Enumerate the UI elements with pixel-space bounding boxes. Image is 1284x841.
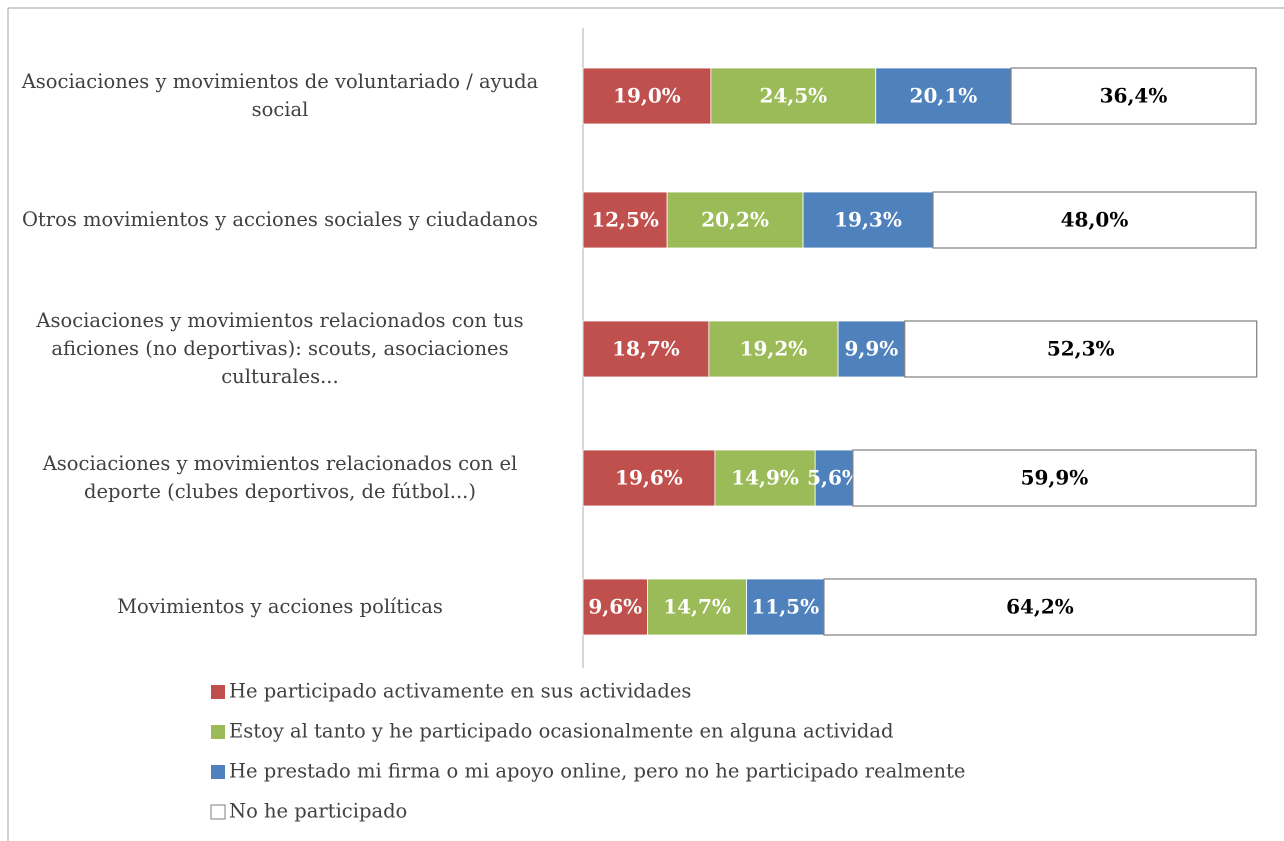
data-label: 19,6% (615, 466, 683, 490)
category-label: Otros movimientos y acciones sociales y … (21, 208, 539, 231)
data-label: 36,4% (1100, 84, 1168, 108)
bar-segment (852, 449, 1257, 507)
legend-label: No he participado (229, 800, 407, 823)
bar-segment (904, 320, 1258, 378)
category-label: Asociaciones y movimientos relacionados … (36, 309, 524, 388)
data-label: 14,9% (731, 466, 799, 490)
bar-segment (666, 191, 804, 249)
category-label: Movimientos y acciones políticas (117, 595, 443, 618)
bar-segment (714, 449, 816, 507)
data-label: 12,5% (591, 208, 659, 232)
data-label: 48,0% (1061, 208, 1129, 232)
bar-segment (647, 578, 747, 636)
data-label: 14,7% (663, 595, 731, 619)
legend-swatch (210, 804, 226, 820)
bar-segment (814, 449, 854, 507)
data-label: 52,3% (1047, 337, 1115, 361)
bar-segment (837, 320, 906, 378)
bar-segment (708, 320, 839, 378)
bar-segment (582, 449, 716, 507)
bar-segment (932, 191, 1257, 249)
data-label: 59,9% (1021, 466, 1089, 490)
legend-label: Estoy al tanto y he participado ocasiona… (229, 720, 894, 743)
data-label: 5,6% (807, 466, 861, 490)
data-label: 9,9% (844, 337, 898, 361)
bar-segment (1010, 67, 1257, 125)
data-label: 19,2% (740, 337, 808, 361)
legend-label: He prestado mi firma o mi apoyo online, … (229, 760, 965, 783)
bar-segment (582, 320, 710, 378)
data-label: 19,0% (613, 84, 681, 108)
bar-segment (875, 67, 1012, 125)
bar-segment (582, 67, 712, 125)
legend-swatch (211, 725, 225, 739)
bar-segment (582, 578, 649, 636)
data-label: 11,5% (751, 595, 819, 619)
legend-swatch (211, 765, 225, 779)
data-label: 18,7% (612, 337, 680, 361)
data-label: 24,5% (759, 84, 827, 108)
bar-segment (802, 191, 934, 249)
bar-segment (823, 578, 1257, 636)
bar-segment (710, 67, 877, 125)
legend-swatch (211, 685, 225, 699)
bar-segment (582, 191, 668, 249)
data-label: 20,1% (910, 84, 978, 108)
category-label: Asociaciones y movimientos de voluntaria… (21, 70, 539, 121)
data-label: 20,2% (701, 208, 769, 232)
data-label: 64,2% (1006, 595, 1074, 619)
data-label: 19,3% (834, 208, 902, 232)
legend-label: He participado activamente en sus activi… (229, 680, 691, 703)
data-label: 9,6% (588, 595, 642, 619)
category-label: Asociaciones y movimientos relacionados … (42, 452, 518, 503)
